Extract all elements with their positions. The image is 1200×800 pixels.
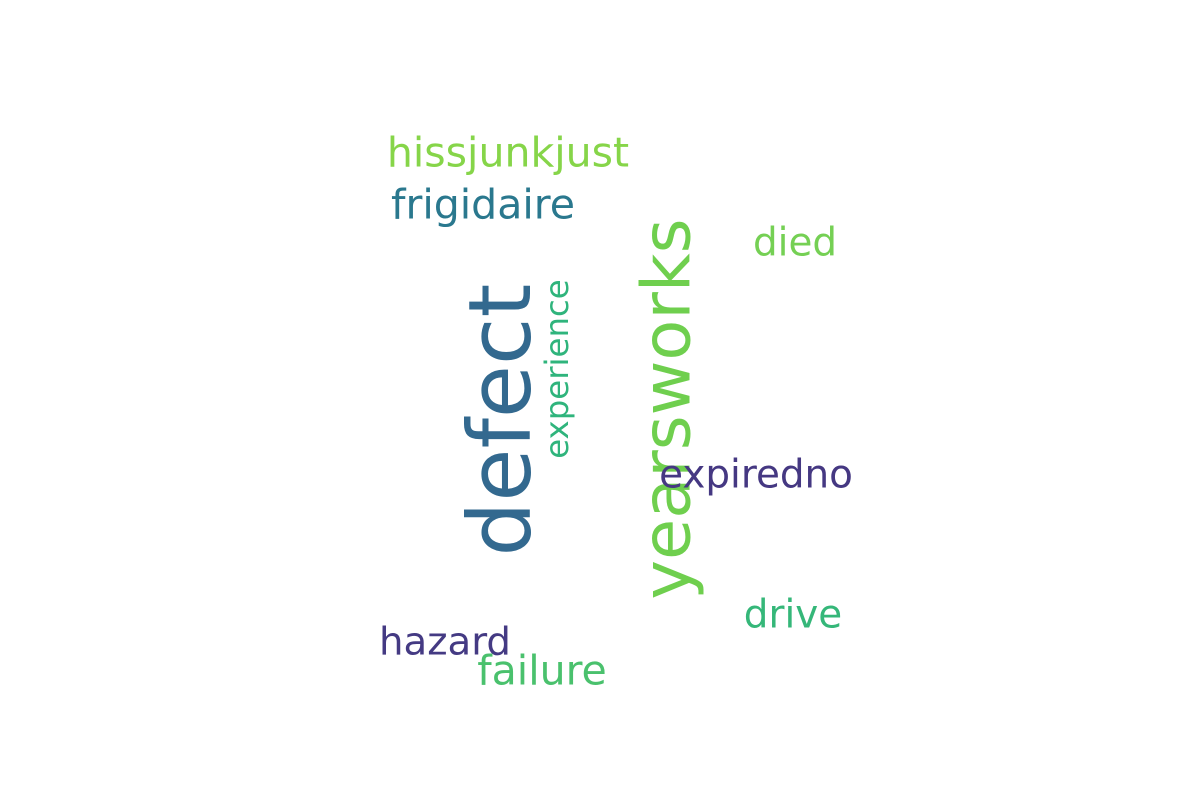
word-expiredno: expiredno [659,452,853,498]
word-frigidaire: frigidaire [391,180,575,229]
word-died: died [753,220,838,266]
word-experience: experience [537,279,576,459]
word-drive: drive [743,592,843,638]
word-hazard: hazard [379,619,511,665]
word-failure: failure [477,646,607,695]
word-hissjunkjust: hissjunkjust [386,128,630,177]
word-yearsworks: yearsworks [627,218,706,600]
word-defect: defect [450,283,551,557]
